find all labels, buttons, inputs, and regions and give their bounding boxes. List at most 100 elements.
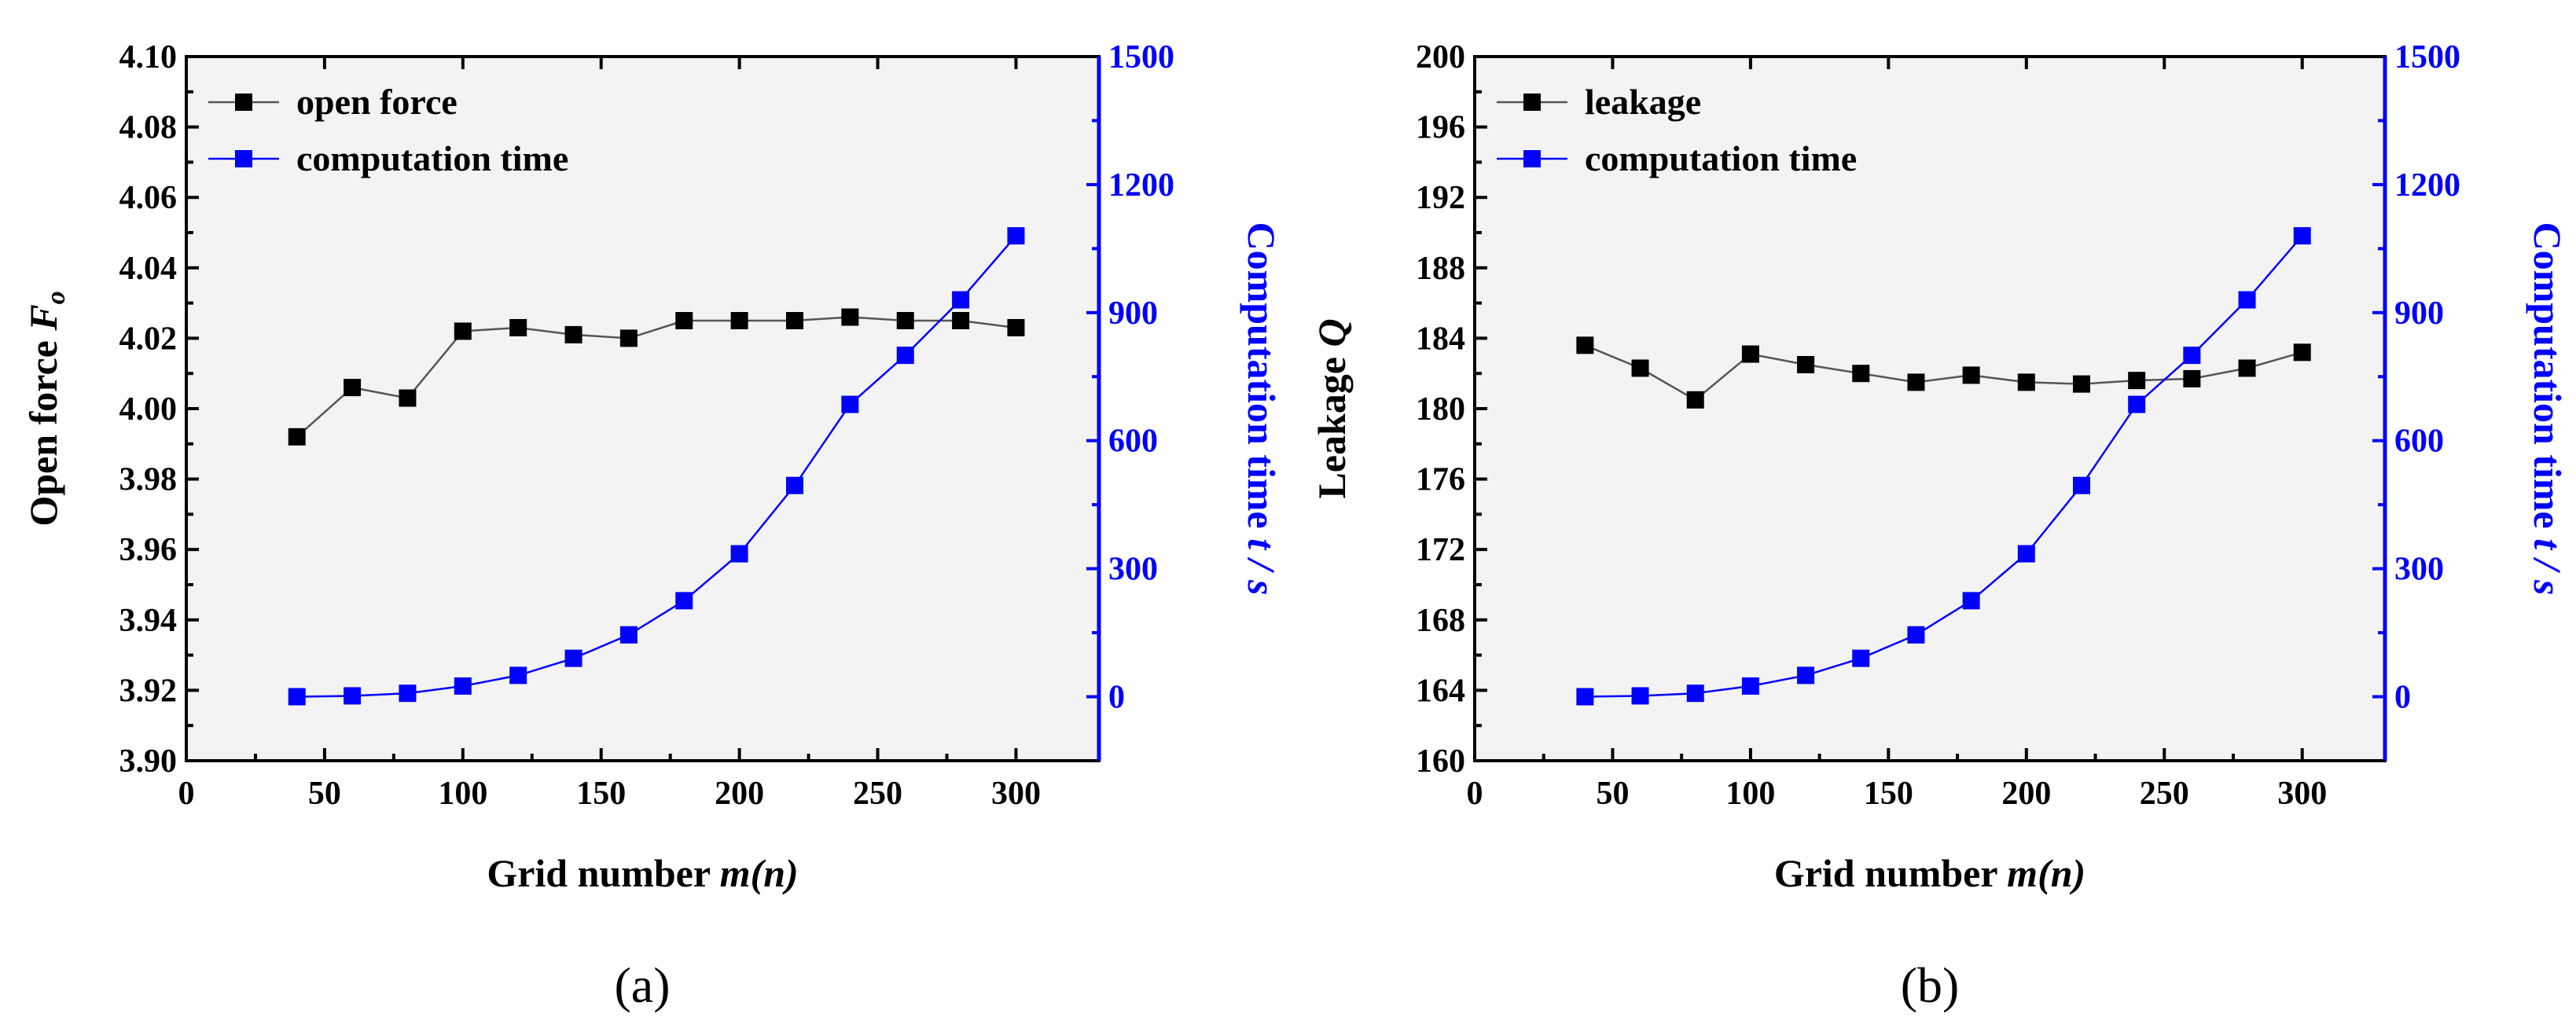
- y-tick-label: 3.90: [119, 743, 178, 780]
- data-point: [1631, 687, 1649, 705]
- data-point: [952, 312, 970, 329]
- y-tick-label: 3.98: [119, 462, 178, 498]
- y-tick-label: 192: [1416, 180, 1465, 216]
- data-point: [2128, 395, 2146, 413]
- data-point: [841, 395, 859, 413]
- y2-tick-label: 900: [2394, 295, 2444, 332]
- data-point: [344, 379, 362, 397]
- y2-axis-label: Computation time t / s: [1240, 222, 1284, 595]
- data-point: [675, 312, 693, 329]
- data-point: [1576, 336, 1594, 354]
- y2-tick-label: 300: [1108, 552, 1158, 588]
- data-point: [2017, 373, 2035, 391]
- x-axis-label-var: m(n): [720, 851, 799, 895]
- data-point: [2073, 375, 2090, 393]
- x-axis-label: Grid number m(n): [487, 851, 798, 895]
- data-point: [1686, 391, 1704, 409]
- panel-caption: (a): [614, 957, 670, 1013]
- data-point: [1007, 227, 1025, 245]
- data-point: [1907, 626, 1925, 644]
- panel-caption: (b): [1901, 957, 1960, 1013]
- data-point: [2073, 476, 2090, 494]
- y2-tick-label: 600: [2394, 424, 2444, 460]
- data-point: [454, 322, 472, 340]
- legend-marker: [1523, 94, 1541, 111]
- series-line-1: [1585, 235, 2303, 698]
- data-point: [288, 688, 306, 706]
- x-tick-label: 300: [2277, 776, 2327, 812]
- x-tick-label: 250: [853, 776, 902, 812]
- x-tick-label: 150: [1864, 776, 1913, 812]
- y2-axis-label: Computation time t / s: [2526, 222, 2570, 595]
- x-tick-label: 0: [178, 776, 195, 812]
- y-tick-label: 172: [1416, 532, 1465, 568]
- y2-tick-label: 1200: [2394, 167, 2460, 204]
- data-point: [1686, 684, 1704, 703]
- data-point: [1852, 649, 1870, 667]
- y-tick-label: 4.04: [119, 251, 178, 287]
- x-tick-label: 250: [2140, 776, 2189, 812]
- data-point: [454, 677, 472, 695]
- x-tick-label: 0: [1467, 776, 1483, 812]
- y2-tick-label: 300: [2394, 552, 2444, 588]
- data-point: [399, 684, 417, 703]
- data-point: [619, 329, 638, 347]
- y-tick-label: 180: [1416, 391, 1465, 428]
- y-tick-label: 196: [1416, 110, 1465, 146]
- y-axis-label-text: Open force: [21, 340, 65, 527]
- data-point: [841, 308, 859, 326]
- y-tick-label: 188: [1416, 251, 1465, 287]
- y-tick-label: 4.00: [119, 391, 178, 428]
- data-point: [1741, 345, 1759, 363]
- data-point: [509, 666, 527, 684]
- plot-area: [1475, 57, 2385, 761]
- data-point: [896, 312, 914, 329]
- data-point: [619, 626, 638, 644]
- data-point: [2183, 347, 2201, 365]
- data-point: [1962, 592, 1980, 610]
- y2-tick-label: 900: [1108, 295, 1158, 332]
- series-line-1: [296, 235, 1017, 698]
- chart-panel-b: 0 50 100 150 200 250 300 160 164 168 172 176 180 184 1…: [1310, 39, 2570, 1013]
- data-point: [1962, 366, 1980, 384]
- data-point: [1852, 365, 1870, 383]
- data-point: [675, 592, 693, 610]
- y-axis-label-var: Q: [1310, 318, 1354, 347]
- plot-area: [186, 57, 1099, 761]
- y2-tick-label: 1500: [1108, 39, 1174, 75]
- y2-tick-label: 1200: [1108, 167, 1174, 204]
- y-tick-label: 3.94: [119, 603, 178, 639]
- y-tick-label: 3.96: [119, 532, 178, 568]
- data-point: [399, 389, 417, 407]
- y-tick-label: 4.02: [119, 321, 178, 357]
- y-tick-label: 3.92: [119, 673, 178, 709]
- data-point: [952, 291, 970, 309]
- legend-entry: computation time: [1585, 138, 1857, 178]
- data-point: [1797, 356, 1815, 373]
- y2-axis-label-text: Computation time: [2526, 222, 2570, 528]
- data-point: [786, 476, 803, 494]
- data-point: [2183, 369, 2201, 387]
- y2-axis-label-var: t / s: [2526, 538, 2570, 595]
- data-point: [730, 545, 748, 563]
- legend-entry: computation time: [296, 138, 568, 178]
- x-axis-label-text: Grid number: [1774, 851, 1998, 895]
- x-tick-label: 100: [1725, 776, 1775, 812]
- data-point: [2017, 545, 2035, 563]
- legend-marker: [1523, 150, 1541, 167]
- y-tick-label: 4.06: [119, 180, 178, 216]
- data-point: [1797, 666, 1815, 684]
- y-axis-label-text: Leakage: [1310, 357, 1354, 499]
- data-point: [2293, 343, 2311, 362]
- y2-axis-label-var: t / s: [1240, 538, 1284, 595]
- y-tick-label: 4.08: [119, 110, 178, 146]
- data-point: [344, 687, 362, 705]
- series-line-0: [1584, 344, 2303, 402]
- x-tick-label: 300: [991, 776, 1041, 812]
- y-tick-label: 164: [1416, 673, 1465, 709]
- y-tick-label: 160: [1416, 743, 1465, 780]
- y-tick-label: 184: [1416, 321, 1465, 357]
- x-tick-label: 200: [715, 776, 764, 812]
- y-tick-label: 168: [1416, 603, 1465, 639]
